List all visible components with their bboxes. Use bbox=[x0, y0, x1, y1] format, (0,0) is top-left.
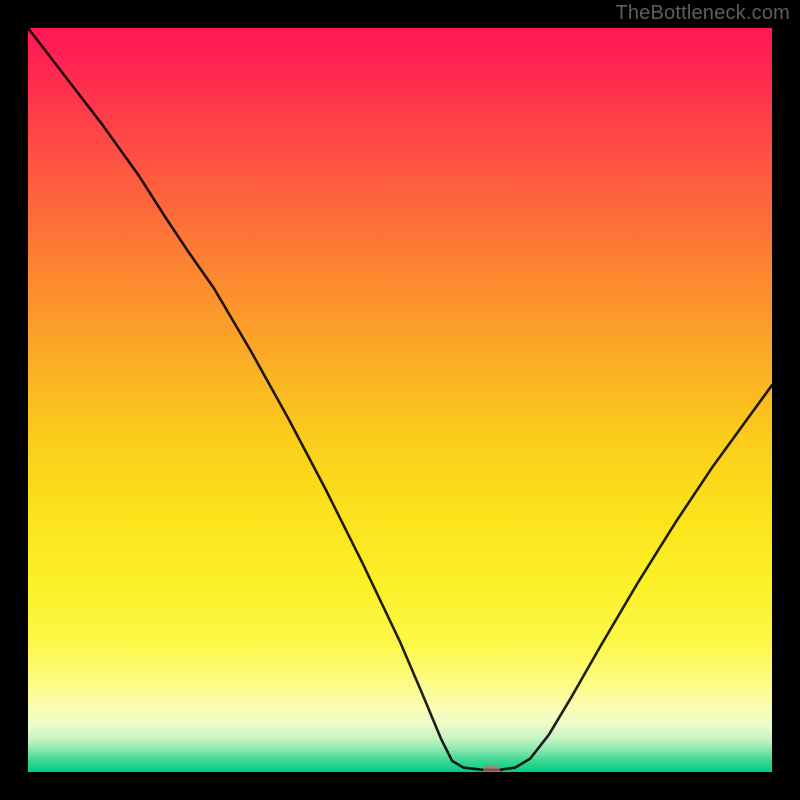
watermark-label: TheBottleneck.com bbox=[615, 2, 790, 25]
plot-area bbox=[28, 28, 772, 772]
gradient-background bbox=[28, 28, 772, 772]
chart-svg bbox=[28, 28, 772, 772]
chart-frame: TheBottleneck.com bbox=[0, 0, 800, 800]
optimum-marker bbox=[483, 765, 501, 772]
